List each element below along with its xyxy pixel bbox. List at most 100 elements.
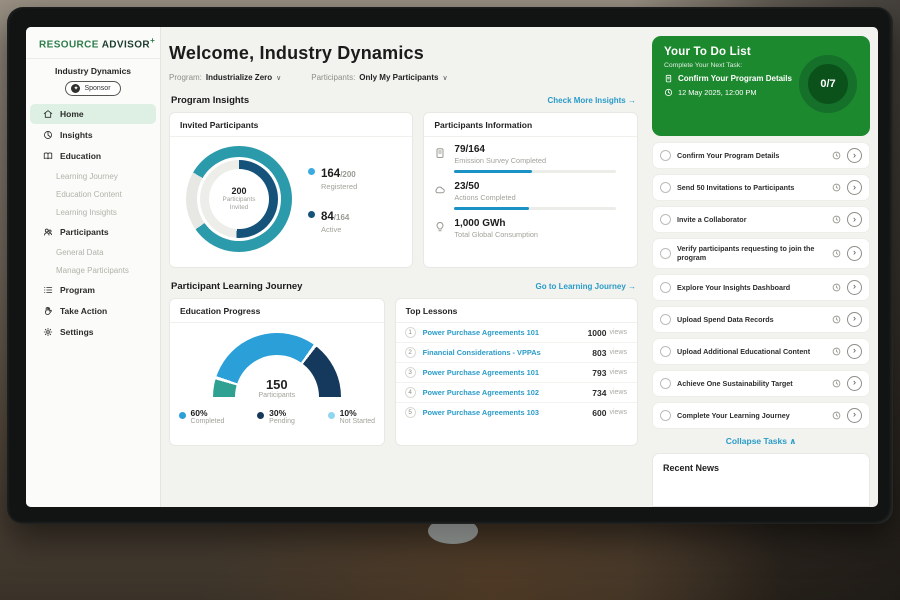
page-title: Welcome, Industry Dynamics: [169, 43, 424, 63]
rank-badge: 3: [404, 367, 416, 378]
info-clock-icon: [832, 315, 841, 324]
lesson-row-2[interactable]: 2 Financial Considerations - VPPAs 803 vi…: [395, 343, 637, 363]
card-title: Participants Information: [424, 113, 637, 137]
legend-dot: [327, 412, 335, 419]
participants-dropdown[interactable]: Participants: Only My Participants ∨: [311, 73, 448, 82]
task-checkbox[interactable]: [660, 409, 671, 421]
task-checkbox[interactable]: [660, 313, 671, 325]
education-icon: [43, 152, 53, 160]
sidebar-nav: Home Insights Education Learning Journey…: [26, 104, 160, 342]
task-open-button[interactable]: ›: [847, 343, 862, 359]
task-send-invitations[interactable]: Send 50 Invitations to Participants ›: [652, 174, 870, 201]
lesson-row-5[interactable]: 5 Power Purchase Agreements 103 600 views: [396, 403, 637, 422]
task-open-button[interactable]: ›: [847, 407, 862, 423]
gauge-legend: 60% Completed 30% Pending 10% Not Started: [178, 408, 375, 425]
lesson-link[interactable]: Power Purchase Agreements 103: [422, 408, 539, 417]
collapse-tasks-link[interactable]: Collapse Tasks ∧: [725, 435, 797, 446]
task-achieve-sustainability-target[interactable]: Achieve One Sustainability Target ›: [652, 369, 870, 397]
main-content: Welcome, Industry Dynamics Program: Indus…: [161, 27, 648, 507]
task-explore-insights[interactable]: Explore Your Insights Dashboard ›: [652, 273, 870, 301]
learning-journey-header: Participant Learning Journey Go to Learn…: [171, 281, 636, 292]
task-open-button[interactable]: ›: [847, 311, 862, 327]
lesson-link[interactable]: Financial Considerations - VPPAs: [422, 348, 541, 357]
clipboard-icon: [436, 148, 444, 158]
task-invite-collaborator[interactable]: Invite a Collaborator ›: [652, 206, 870, 233]
todo-title: Your To Do List: [664, 46, 751, 58]
task-checkbox[interactable]: [660, 182, 671, 193]
legend-active: 84/164 Active: [308, 207, 357, 234]
sidebar-item-education[interactable]: Education: [30, 146, 156, 166]
legend-completed: 60% Completed: [178, 408, 224, 425]
sidebar-item-learning-insights[interactable]: Learning Insights: [56, 207, 117, 217]
task-upload-spend-data[interactable]: Upload Spend Data Records ›: [652, 305, 870, 333]
task-open-button[interactable]: ›: [847, 180, 862, 195]
task-open-button[interactable]: ›: [847, 212, 862, 227]
task-open-button[interactable]: ›: [847, 375, 862, 391]
insights-cards-row: Invited Participants 200 Participants In…: [169, 112, 638, 268]
divider: [26, 58, 160, 60]
journey-cards-row: Education Progress 150 Participants: [169, 298, 638, 446]
info-clock-icon: [832, 411, 841, 420]
legend-dot: [308, 211, 315, 218]
task-checkbox[interactable]: [660, 247, 671, 259]
task-checkbox[interactable]: [660, 150, 671, 161]
todo-panel: Your To Do List Complete Your Next Task:…: [648, 27, 878, 507]
todo-summary-card: Your To Do List Complete Your Next Task:…: [652, 36, 870, 136]
task-checkbox[interactable]: [660, 345, 671, 357]
task-open-button[interactable]: ›: [847, 279, 862, 295]
lesson-link[interactable]: Power Purchase Agreements 101: [422, 328, 539, 337]
chevron-down-icon: ∨: [276, 75, 282, 82]
info-clock-icon: [832, 249, 841, 258]
dashboard-screen: RESOURCE ADVISOR+ Industry Dynamics ✦ Sp…: [26, 27, 878, 507]
recent-news-title: Recent News: [663, 462, 720, 473]
sidebar-item-insights[interactable]: Insights: [30, 125, 156, 145]
task-checkbox[interactable]: [660, 377, 671, 389]
card-title: Invited Participants: [170, 113, 413, 137]
sidebar-item-program[interactable]: Program: [30, 280, 156, 300]
lesson-row-3[interactable]: 3 Power Purchase Agreements 101 793 views: [395, 363, 637, 383]
task-checkbox[interactable]: [660, 214, 671, 225]
lesson-row-1[interactable]: 1 Power Purchase Agreements 101 1000 view…: [395, 323, 637, 343]
participants-icon: [44, 228, 53, 236]
task-verify-participants[interactable]: Verify participants requesting to join t…: [652, 238, 870, 269]
sidebar-item-home[interactable]: Home: [30, 104, 156, 125]
due-date: 12 May 2025, 12:00 PM: [678, 88, 757, 97]
lesson-link[interactable]: Power Purchase Agreements 102: [422, 388, 539, 397]
lesson-row-4[interactable]: 4 Power Purchase Agreements 102 734 views: [395, 383, 637, 403]
sidebar-item-participants[interactable]: Participants: [30, 222, 156, 242]
info-clock-icon: [832, 347, 841, 356]
card-title: Top Lessons: [395, 299, 637, 323]
lesson-link[interactable]: Power Purchase Agreements 101: [422, 368, 539, 377]
task-complete-learning-journey[interactable]: Complete Your Learning Journey ›: [652, 401, 870, 429]
program-dropdown[interactable]: Program: Industrialize Zero ∨: [169, 73, 282, 82]
info-clock-icon: [832, 379, 841, 388]
sidebar-item-education-content[interactable]: Education Content: [56, 189, 122, 199]
sidebar: RESOURCE ADVISOR+ Industry Dynamics ✦ Sp…: [26, 27, 161, 507]
top-lessons-card: Top Lessons 1 Power Purchase Agreements …: [394, 298, 638, 446]
sidebar-item-learning-journey[interactable]: Learning Journey: [56, 171, 118, 181]
sidebar-item-general-data[interactable]: General Data: [56, 247, 104, 257]
participants-information-card: Participants Information 79/164 Emission…: [423, 112, 638, 268]
progress-bar: [454, 207, 617, 210]
task-open-button[interactable]: ›: [847, 148, 862, 163]
arrow-right-icon: →: [628, 96, 636, 105]
task-open-button[interactable]: ›: [847, 245, 862, 261]
task-confirm-program-details[interactable]: Confirm Your Program Details ›: [652, 142, 870, 169]
task-upload-educational-content[interactable]: Upload Additional Educational Content ›: [652, 337, 870, 365]
check-more-insights-link[interactable]: Check More Insights →: [547, 96, 636, 105]
app-logo: RESOURCE ADVISOR+: [39, 36, 156, 51]
gauge-center-value: 150: [265, 377, 288, 392]
next-task-label: Confirm Your Program Details: [678, 74, 792, 83]
arrow-right-icon: →: [628, 282, 636, 291]
rank-badge: 4: [404, 387, 416, 398]
sponsor-badge[interactable]: ✦ Sponsor: [65, 81, 121, 97]
sidebar-item-take-action[interactable]: Take Action: [30, 301, 156, 321]
sidebar-item-settings[interactable]: Settings: [30, 322, 156, 342]
section-title: Participant Learning Journey: [171, 281, 303, 292]
sidebar-item-manage-participants[interactable]: Manage Participants: [56, 265, 129, 275]
rank-badge: 2: [404, 347, 416, 358]
legend-pending: 30% Pending: [257, 408, 295, 425]
stat-emission-survey: 79/164 Emission Survey Completed: [434, 144, 625, 173]
go-to-learning-journey-link[interactable]: Go to Learning Journey →: [535, 282, 636, 291]
task-checkbox[interactable]: [660, 281, 671, 293]
